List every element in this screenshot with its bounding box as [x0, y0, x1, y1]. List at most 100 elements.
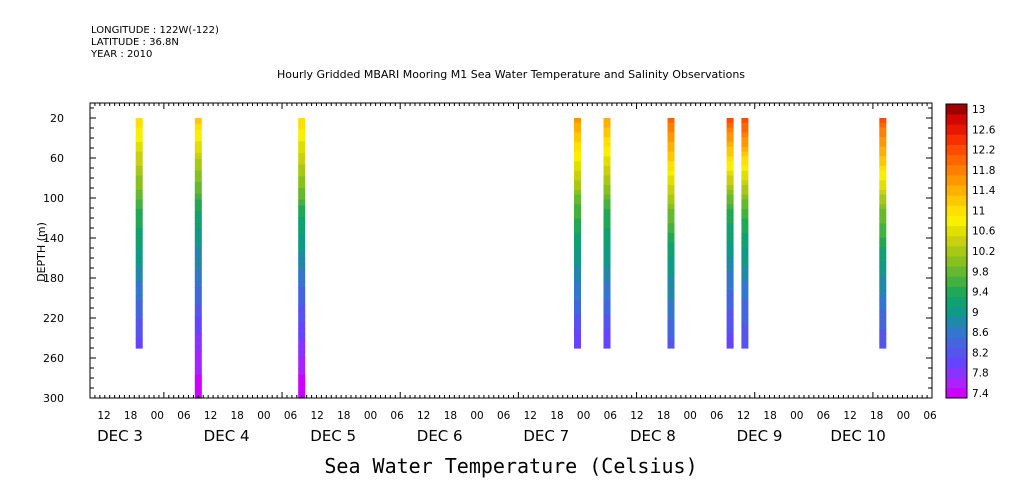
data-column-cell [726, 209, 734, 215]
data-column-cell [667, 122, 675, 129]
x-tick-label: 00 [790, 410, 803, 422]
data-column-cell [298, 176, 306, 183]
data-column-cell [667, 242, 675, 248]
data-column-cell [574, 189, 581, 196]
y-tick-label: 20 [50, 112, 64, 125]
colorbar-label: 10.2 [972, 246, 995, 258]
data-column-cell [667, 266, 675, 272]
data-column-cell [135, 328, 143, 335]
x-tick-label: 12 [311, 410, 324, 422]
data-column-cell [741, 204, 749, 210]
data-column-cell [879, 304, 887, 311]
data-column-cell [726, 304, 734, 311]
data-column-cell [194, 141, 202, 148]
data-column-cell [667, 170, 675, 177]
data-column-cell [667, 118, 675, 124]
data-column-cell [135, 165, 143, 172]
data-column-cell [194, 258, 202, 265]
data-column-cell [726, 333, 734, 340]
data-column-cell [194, 182, 202, 189]
data-column-cell [194, 351, 202, 358]
data-column-cell [879, 252, 887, 258]
data-column-cell [603, 156, 611, 162]
data-column-cell [726, 256, 734, 263]
data-column-cell [741, 300, 749, 306]
data-column-cell [726, 122, 734, 129]
colorbar-label: 11.4 [972, 185, 996, 197]
data-column-cell [726, 328, 734, 335]
data-column-cell [194, 263, 202, 271]
data-column-cell [603, 343, 611, 349]
data-column-cell [879, 333, 887, 340]
data-column-cell [667, 333, 675, 340]
data-column-cell [135, 237, 143, 244]
data-column-cell [298, 281, 306, 288]
data-column-cell [194, 217, 202, 224]
data-column-cell [298, 193, 306, 201]
data-column-cell [741, 122, 749, 129]
data-column-cell [667, 141, 675, 148]
data-column-cell [298, 252, 306, 259]
data-column-cell [194, 240, 202, 247]
data-column-cell [667, 199, 675, 205]
data-column-cell [667, 194, 675, 201]
data-column-cell [135, 319, 143, 325]
data-column-cell [135, 156, 143, 162]
data-column-cell [741, 271, 749, 277]
data-column-cell [667, 151, 675, 157]
colorbar-label: 8.6 [972, 327, 989, 339]
data-column-cell [574, 290, 581, 296]
data-column-cell [667, 343, 675, 349]
x-tick-label: 06 [923, 410, 937, 422]
data-column-cell [298, 304, 306, 312]
data-column-cell [741, 199, 749, 205]
data-column-cell [135, 170, 143, 177]
data-column-cell [194, 322, 202, 329]
data-column-cell [741, 309, 749, 316]
data-column-cell [194, 135, 202, 142]
data-column-cell [194, 298, 202, 306]
data-column-cell [574, 304, 581, 311]
data-column-cell [135, 266, 143, 272]
data-column-cell [879, 324, 887, 330]
data-column-cell [879, 295, 887, 301]
data-column-cell [574, 228, 581, 234]
x-day-label: DEC 5 [310, 427, 356, 445]
data-column-cell [194, 357, 202, 364]
data-column-cell [879, 137, 887, 143]
data-column-cell [879, 233, 887, 239]
data-column-cell [135, 146, 143, 153]
data-column-cell [879, 290, 887, 296]
data-column-cell [603, 132, 611, 138]
data-column-cell [574, 256, 581, 263]
data-column-cell [667, 290, 675, 296]
colorbar-cell [946, 185, 967, 196]
data-column-cell [135, 256, 143, 263]
data-column-cell [574, 151, 581, 157]
data-column-cell [879, 228, 887, 234]
data-column-cell [726, 204, 734, 210]
data-column-cell [879, 209, 887, 215]
colorbar-cell [946, 327, 967, 338]
year-label: YEAR : 2010 [91, 49, 153, 60]
data-column-cell [298, 205, 306, 212]
data-column-cell [879, 127, 887, 133]
colorbar-cell [946, 276, 967, 287]
data-column-cell [298, 182, 306, 189]
data-column-cell [879, 146, 887, 153]
data-column-cell [603, 151, 611, 157]
data-column-cell [726, 137, 734, 143]
data-column-cell [298, 211, 306, 218]
x-day-label: DEC 8 [630, 427, 676, 445]
colorbar-cell [946, 347, 967, 358]
data-column-cell [726, 280, 734, 287]
data-column-cell [741, 132, 749, 138]
data-column-cell [741, 324, 749, 330]
y-tick-label: 100 [43, 192, 64, 205]
chart-caption: Sea Water Temperature (Celsius) [324, 454, 698, 478]
data-column-cell [741, 280, 749, 287]
data-column-cell [135, 309, 143, 316]
data-column-cell [574, 309, 581, 316]
data-column-cell [298, 351, 306, 358]
colorbar-cell [946, 367, 967, 379]
